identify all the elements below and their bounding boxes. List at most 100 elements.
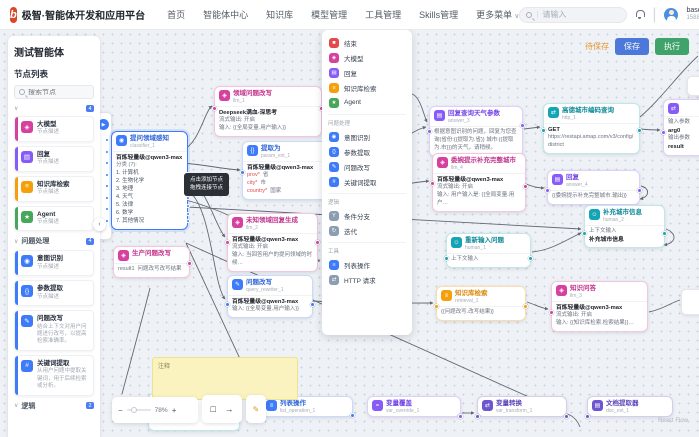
output-port[interactable] bbox=[350, 413, 355, 418]
llm-node[interactable]: ◈ 领域问题改写 llm_1 Deepseek满血-深思考 流式输出: 开启 输入: {{… bbox=[212, 86, 324, 138]
output-port[interactable] bbox=[315, 240, 320, 245]
option-port[interactable] bbox=[185, 203, 190, 208]
option-port[interactable] bbox=[185, 219, 190, 224]
sidebar-node-intent[interactable]: ◉ 意图识别 节点描述 bbox=[14, 250, 94, 277]
global-search-input[interactable]: | 请输入 bbox=[519, 6, 628, 23]
option-port[interactable] bbox=[185, 195, 190, 200]
add-note-button[interactable]: ✎ bbox=[246, 395, 266, 423]
sidebar-node-rewrite[interactable]: ✎ 问题改写 结合上下文对用户问题进行改写，以提高检索准确率。 bbox=[14, 310, 94, 351]
input-port[interactable] bbox=[444, 256, 449, 261]
node-search-input[interactable] bbox=[28, 88, 88, 96]
input-port[interactable] bbox=[240, 170, 245, 175]
panel-item-knowledge[interactable]: ≡ 知识库检索 bbox=[328, 80, 406, 95]
input-port[interactable] bbox=[212, 106, 217, 111]
llm-node[interactable]: ◈ 生产问题改写 result1 问题改写改写结果 bbox=[113, 246, 192, 278]
sidebar-node-reply[interactable]: ▤ 回复 节点描述 bbox=[14, 145, 94, 172]
var-override-node[interactable]: = 变量覆盖 var_override_1 bbox=[367, 396, 463, 419]
sidebar-node-param[interactable]: {} 参数提取 节点描述 bbox=[14, 280, 94, 307]
sidebar-group-header[interactable]: ∨ 问题处理 4 bbox=[14, 236, 94, 246]
rewrite-node[interactable]: ✎ 问题改写 query_rewriter_1 百炼轻量级@qwen3-max 输入: … bbox=[225, 275, 315, 319]
nav-item-工具管理[interactable]: 工具管理 bbox=[365, 10, 402, 20]
panel-item-end[interactable]: ■ 结束 bbox=[328, 35, 406, 50]
var-transform-node[interactable]: ⇄ 变量转换 var_transform_1 bbox=[475, 396, 569, 419]
output-port[interactable] bbox=[523, 304, 528, 309]
llm-node[interactable]: ◈ 未知领域回复生成 llm_2 百炼轻量级@qwen3-max 流式输出: 开启 输入:… bbox=[225, 213, 320, 273]
human-input-node[interactable]: ☺ 补充城市信息 human_2 上下文输入 补充城市信息 bbox=[582, 205, 667, 249]
tool-node[interactable]: ⇄ 输入参数 arg0 输出参数 result bbox=[661, 99, 699, 156]
panel-item-branch[interactable]: Y 条件分支 bbox=[328, 208, 406, 223]
panel-item-http[interactable]: ⇄ HTTP 请求 bbox=[328, 272, 406, 287]
nav-item-Skills管理[interactable]: Skills管理 bbox=[419, 10, 459, 20]
llm-node[interactable]: ◈ 委婉提示补充完整城市 llm_4 百炼轻量级@qwen3-max 流式输出: 开启输… bbox=[430, 153, 528, 213]
sidebar-node-keyword[interactable]: # 关键词提取 从用户问题中提取关键词，用于后续检索或分析。 bbox=[14, 354, 94, 396]
annotation-note[interactable]: 注释 bbox=[152, 357, 298, 400]
notifications-bell-icon[interactable] bbox=[635, 10, 646, 19]
user-info[interactable]: base 15888888999 bbox=[686, 7, 699, 21]
input-port[interactable] bbox=[434, 304, 439, 309]
sidebar-group-header[interactable]: ∨ 逻辑 2 bbox=[14, 401, 94, 411]
doc-extract-node[interactable]: ▤ 文档提取器 doc_ext_1 bbox=[585, 396, 673, 419]
nav-item-more-menu[interactable]: 更多菜单 ∨ bbox=[476, 10, 520, 20]
panel-item-reply[interactable]: ▤ 回复 bbox=[328, 65, 406, 80]
panel-item-list[interactable]: ≡ 列表操作 bbox=[328, 257, 406, 272]
output-port[interactable] bbox=[662, 231, 667, 236]
panel-item-keyword[interactable]: # 关键词提取 bbox=[328, 174, 406, 189]
input-port[interactable] bbox=[549, 310, 554, 315]
input-port[interactable] bbox=[545, 188, 550, 193]
output-port[interactable] bbox=[458, 414, 463, 419]
param-extract-node[interactable]: {} 提取为 param_ext_1 百炼轻量级@qwen3-max prov* 省 cit… bbox=[240, 141, 339, 201]
option-port[interactable] bbox=[185, 211, 190, 216]
input-port[interactable] bbox=[225, 302, 230, 307]
zoom-in-button[interactable]: + bbox=[171, 405, 177, 415]
sidebar-collapse-button[interactable]: ‹ bbox=[93, 218, 106, 231]
panel-item-intent[interactable]: ◉ 意图识别 bbox=[328, 129, 406, 144]
output-port[interactable] bbox=[310, 302, 315, 307]
output-port[interactable] bbox=[564, 414, 569, 419]
output-port[interactable] bbox=[637, 128, 642, 133]
output-port[interactable] bbox=[187, 261, 192, 266]
output-port[interactable] bbox=[523, 184, 528, 189]
export-icon[interactable]: → bbox=[224, 404, 234, 414]
sidebar-node-llm[interactable]: ◈ 大模型 节点描述 bbox=[14, 116, 94, 142]
retrieval-node[interactable]: ≡ 知识库检索 retrieval_1 {{问题改写.改写结果}} bbox=[434, 286, 528, 321]
human-input-node[interactable]: ☺ 重新输入问题 human_1 上下文输入 bbox=[444, 233, 533, 268]
node-search[interactable] bbox=[14, 85, 94, 99]
classifier-node[interactable]: ◉ 提问领域感知 classifier_1 百炼轻量级@qwen3-max 分类 (7)… bbox=[111, 131, 190, 230]
input-port[interactable] bbox=[661, 130, 666, 135]
node-card-desc: 节点描述 bbox=[37, 129, 60, 136]
panel-item-agent[interactable]: ★ Agent bbox=[328, 95, 406, 110]
input-port[interactable] bbox=[475, 414, 480, 419]
panel-item-llm[interactable]: ◈ 大模型 bbox=[328, 50, 406, 65]
http-node[interactable]: ⇄ 高德城市编码查询 http_1 GET https://restapi.amap.c… bbox=[541, 103, 642, 155]
input-port[interactable] bbox=[585, 414, 590, 419]
save-button[interactable]: 保存 bbox=[615, 38, 649, 55]
user-avatar[interactable] bbox=[664, 7, 679, 22]
llm-node[interactable]: ◈ 知识问答 llm_3 百炼轻量级@qwen3-max 流式输出: 开启 输入: {{知… bbox=[549, 281, 648, 333]
sidebar-group-header[interactable]: ∨ 4 bbox=[14, 105, 94, 112]
output-port[interactable] bbox=[520, 123, 525, 128]
nav-item-知识库[interactable]: 知识库 bbox=[266, 10, 294, 20]
zoom-out-button[interactable]: − bbox=[118, 405, 123, 415]
panel-item-label: HTTP 请求 bbox=[344, 277, 376, 285]
panel-item-param[interactable]: {} 参数提取 bbox=[328, 144, 406, 159]
output-port[interactable] bbox=[637, 188, 642, 193]
reply-node[interactable]: ▤ 回复查询天气参数 answer_3 根据意图识别的问题，回复为您查询(省份:{{提… bbox=[427, 106, 525, 157]
zoom-slider[interactable] bbox=[126, 407, 151, 413]
panel-item-rewrite[interactable]: ✎ 问题改写 bbox=[328, 159, 406, 174]
output-port[interactable] bbox=[528, 256, 533, 261]
input-port[interactable] bbox=[430, 181, 435, 186]
nav-item-模型管理[interactable]: 模型管理 bbox=[311, 10, 348, 20]
nav-item-智能体中心[interactable]: 智能体中心 bbox=[203, 10, 249, 20]
sidebar-node-knowledge[interactable]: ≡ 知识库检索 节点描述 bbox=[14, 175, 94, 202]
input-port[interactable] bbox=[427, 129, 432, 134]
input-port[interactable] bbox=[541, 128, 546, 133]
sidebar-node-agent[interactable]: ★ Agent 节点描述 bbox=[14, 205, 94, 232]
llm-icon: ◈ bbox=[556, 285, 567, 296]
fit-view-icon[interactable]: □ bbox=[210, 404, 216, 414]
run-button[interactable]: 执行 bbox=[655, 38, 689, 55]
panel-item-iterate[interactable]: ↻ 迭代 bbox=[328, 223, 406, 238]
input-port[interactable] bbox=[582, 231, 587, 236]
reply-node[interactable]: ▤ 回复 answer_4 {{委婉提示补充完整城市.输出}} bbox=[545, 170, 642, 205]
input-port[interactable] bbox=[225, 240, 230, 245]
nav-item-首页[interactable]: 首页 bbox=[167, 10, 186, 20]
